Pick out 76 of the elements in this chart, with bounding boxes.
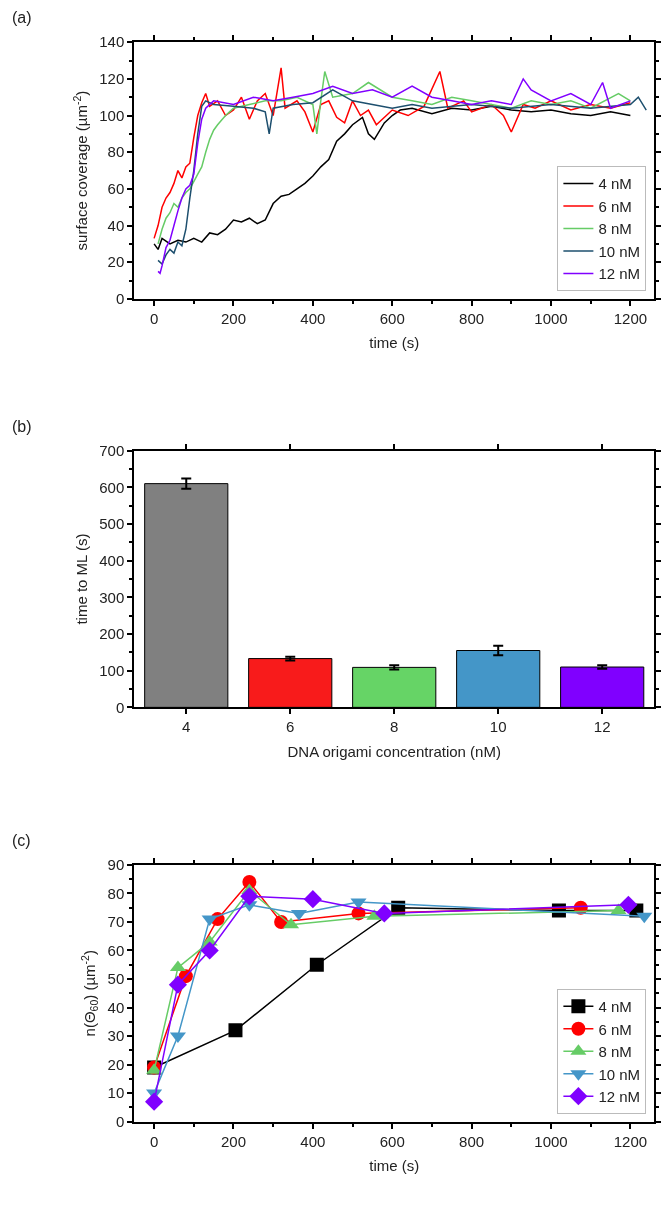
chart-title: (c) <box>12 832 31 849</box>
x-tick-label: 200 <box>220 1132 246 1150</box>
x-tick-label: 1200 <box>613 309 648 327</box>
y-tick-label: 600 <box>99 478 125 496</box>
y-tick-label: 500 <box>99 515 125 533</box>
y-axis-title: time to ML (s) <box>72 533 90 625</box>
y-tick-label: 50 <box>107 970 125 988</box>
y-tick-label: 120 <box>99 70 125 88</box>
chart-title: (b) <box>12 418 32 435</box>
y-tick-label: 0 <box>115 290 125 308</box>
y-tick-label: 20 <box>107 1055 125 1073</box>
x-tick-label: 600 <box>379 309 405 327</box>
y-tick-label: 0 <box>115 698 125 716</box>
point <box>610 903 627 915</box>
x-tick-label: 1000 <box>534 309 568 327</box>
x-axis-title: time (s) <box>369 1157 420 1175</box>
x-tick-label: 400 <box>300 1132 326 1150</box>
x-tick-label: 6 <box>286 718 295 736</box>
point <box>303 890 322 909</box>
x-tick-label: 800 <box>459 309 485 327</box>
point <box>168 975 188 994</box>
y-tick-label: 140 <box>99 33 125 51</box>
y-tick-label: 100 <box>99 661 125 679</box>
x-tick-label: 0 <box>149 1132 159 1150</box>
y-tick-label: 40 <box>107 216 125 234</box>
y-tick-label: 20 <box>107 253 125 271</box>
y-tick-label: 60 <box>107 180 125 198</box>
point <box>636 912 653 924</box>
x-tick-label: 1000 <box>534 1132 568 1150</box>
y-tick-label: 0 <box>115 1112 125 1130</box>
x-tick-label: 8 <box>390 718 399 736</box>
y-tick-label: 100 <box>99 106 125 124</box>
point <box>169 960 186 972</box>
point <box>201 915 218 927</box>
x-tick-label: 200 <box>220 309 246 327</box>
y-tick-label: 10 <box>107 1084 125 1102</box>
point <box>309 957 324 972</box>
legend-label: 4 nM <box>598 175 632 193</box>
legend-label: 12 nM <box>598 265 641 283</box>
legend-label: 6 nM <box>598 197 632 215</box>
y-tick-label: 40 <box>107 998 125 1016</box>
legend-label: 8 nM <box>598 1043 632 1061</box>
legend-label: 6 nM <box>598 1020 632 1038</box>
y-tick-label: 80 <box>107 143 125 161</box>
y-tick-label: 400 <box>99 551 125 569</box>
x-tick-label: 0 <box>149 309 159 327</box>
legend-label: 8 nM <box>598 220 632 238</box>
x-tick-label: 400 <box>300 309 326 327</box>
point <box>200 941 219 960</box>
x-tick-label: 12 <box>593 718 611 736</box>
point <box>228 1023 243 1038</box>
y-tick-label: 60 <box>107 941 125 959</box>
point <box>240 887 259 906</box>
y-tick-label: 30 <box>107 1027 125 1045</box>
point <box>169 1032 186 1044</box>
legend-label: 4 nM <box>598 998 632 1016</box>
legend-label: 10 nM <box>598 242 641 260</box>
point <box>619 895 638 914</box>
x-tick-label: 600 <box>379 1132 405 1150</box>
x-tick-label: 10 <box>489 718 507 736</box>
y-tick-label: 700 <box>99 441 125 459</box>
y-tick-label: 80 <box>107 884 125 902</box>
point <box>145 1092 164 1111</box>
x-tick-label: 4 <box>182 718 191 736</box>
y-tick-label: 300 <box>99 588 125 606</box>
chart-title: (a) <box>12 9 32 26</box>
legend-label: 12 nM <box>598 1088 641 1106</box>
point <box>375 904 394 923</box>
x-axis-title: time (s) <box>369 334 420 352</box>
x-tick-label: 800 <box>459 1132 485 1150</box>
y-tick-label: 90 <box>107 856 125 874</box>
legend-label: 10 nM <box>598 1065 641 1083</box>
x-axis-title: DNA origami concentration (nM) <box>287 742 501 760</box>
y-tick-label: 70 <box>107 913 125 931</box>
y-tick-label: 200 <box>99 625 125 643</box>
x-tick-label: 1200 <box>613 1132 648 1150</box>
